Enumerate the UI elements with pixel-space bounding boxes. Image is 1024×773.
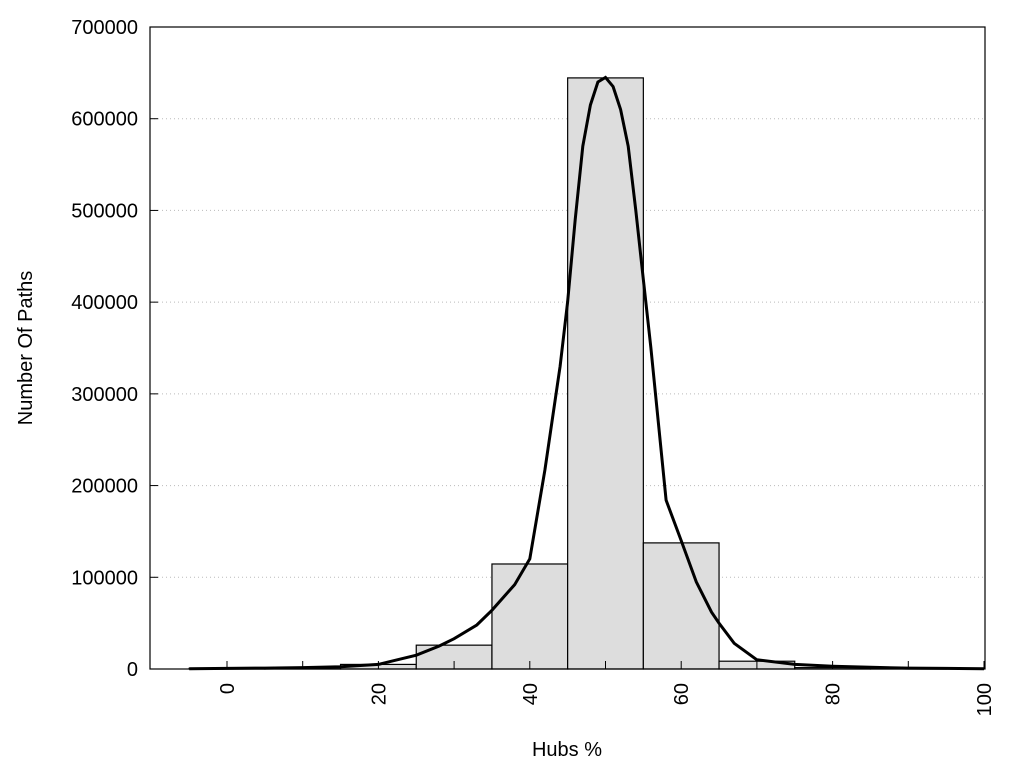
x-tick-label: 100: [974, 683, 996, 716]
y-tick-label: 100000: [71, 567, 138, 589]
x-axis-label: Hubs %: [532, 739, 602, 761]
y-tick-label: 0: [127, 659, 138, 681]
y-tick-label: 500000: [71, 200, 138, 222]
x-tick-label: 40: [520, 683, 542, 705]
y-tick-label: 400000: [71, 292, 138, 314]
y-axis-label: Number Of Paths: [15, 271, 37, 426]
x-tick-label: 80: [823, 683, 845, 705]
x-tick-label: 0: [217, 683, 239, 694]
y-tick-label: 600000: [71, 109, 138, 131]
y-tick-label: 200000: [71, 476, 138, 498]
y-axis: 0 100000 200000 300000 400000 500000 600000 700…: [71, 17, 158, 681]
x-tick-label: 20: [368, 683, 390, 705]
y-tick-label: 700000: [71, 17, 138, 39]
y-tick-label: 300000: [71, 384, 138, 406]
x-tick-label: 60: [671, 683, 693, 705]
bars: [189, 78, 946, 669]
bar: [492, 564, 568, 669]
